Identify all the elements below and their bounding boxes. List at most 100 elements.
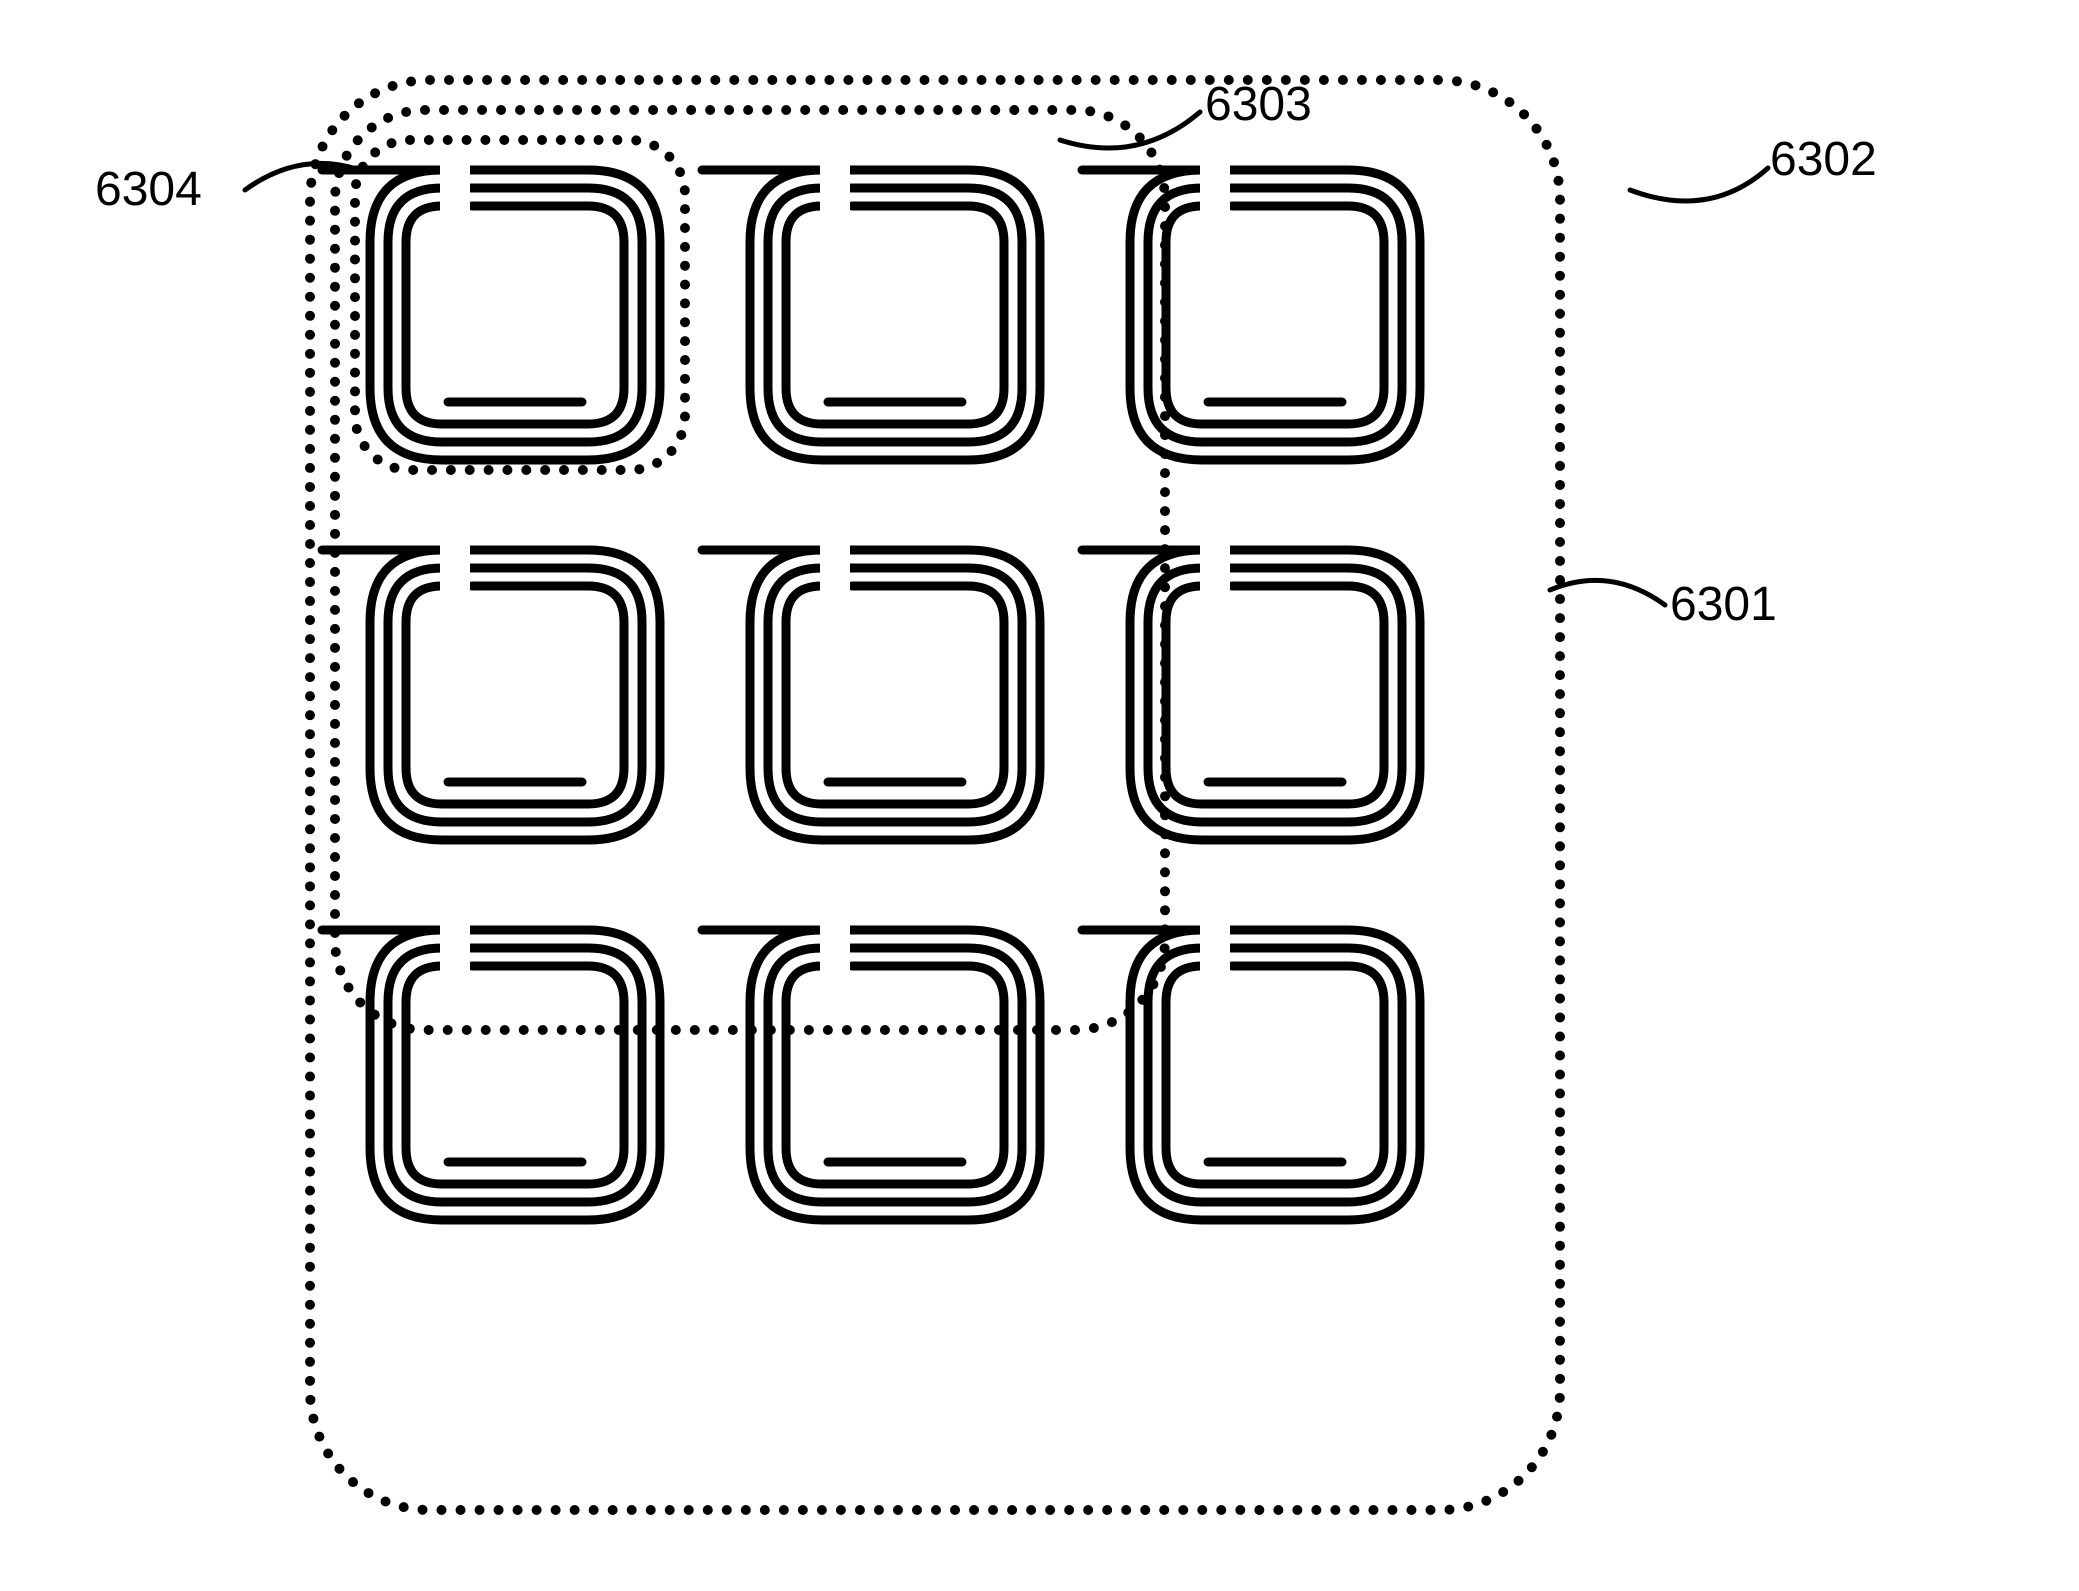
dot <box>330 301 340 311</box>
dot <box>931 1505 941 1515</box>
dot <box>1555 214 1565 224</box>
dot <box>1555 480 1565 490</box>
dot <box>1555 252 1565 262</box>
dot <box>1368 1505 1378 1515</box>
dot <box>350 386 360 396</box>
dot <box>520 75 530 85</box>
dot <box>1555 1089 1565 1099</box>
dot <box>1070 1025 1080 1035</box>
dot <box>305 254 315 264</box>
dot <box>1470 80 1480 90</box>
dot <box>350 198 360 208</box>
dot <box>1555 1127 1565 1137</box>
dot <box>515 105 525 115</box>
coil-gap-mask <box>440 925 470 936</box>
dot <box>553 105 563 115</box>
dot <box>1107 1017 1117 1027</box>
dot <box>305 463 315 473</box>
dot <box>838 105 848 115</box>
dot <box>424 1025 434 1035</box>
dot <box>334 1464 344 1474</box>
dot <box>591 105 601 115</box>
dot <box>330 206 340 216</box>
dot <box>634 75 644 85</box>
dot <box>1072 75 1082 85</box>
coil-gap-mask <box>820 165 850 176</box>
dot <box>648 105 658 115</box>
label-6301: 6301 <box>1670 578 1777 631</box>
dot <box>330 624 340 634</box>
dot <box>305 1091 315 1101</box>
dot <box>819 105 829 115</box>
dot <box>595 1025 605 1035</box>
coil-gap-mask <box>1200 183 1230 194</box>
dot <box>671 1025 681 1035</box>
dot <box>1555 765 1565 775</box>
dot <box>330 339 340 349</box>
coil-turn <box>406 586 624 804</box>
dot <box>370 147 380 157</box>
dot <box>408 465 418 475</box>
dot <box>305 349 315 359</box>
coil-gap-mask <box>440 961 470 972</box>
dot <box>556 135 566 145</box>
dot <box>330 776 340 786</box>
dot <box>350 368 360 378</box>
coil <box>322 545 660 841</box>
dot <box>576 1025 586 1035</box>
dot <box>988 1505 998 1515</box>
dot <box>305 1300 315 1310</box>
coil-turn <box>786 586 1004 804</box>
dot <box>305 957 315 967</box>
coil-turn <box>1166 206 1384 424</box>
dot <box>305 976 315 986</box>
dot <box>1538 1447 1548 1457</box>
dot <box>1197 1505 1207 1515</box>
dot <box>305 520 315 530</box>
dot <box>305 919 315 929</box>
dot <box>1555 537 1565 547</box>
coil-turn <box>406 206 624 424</box>
dot <box>1552 1412 1562 1422</box>
dot <box>331 947 341 957</box>
dot <box>499 135 509 145</box>
dot <box>680 242 690 252</box>
dot <box>305 368 315 378</box>
dot <box>305 1014 315 1024</box>
dot <box>1186 75 1196 85</box>
dot <box>1555 936 1565 946</box>
dot <box>1066 105 1076 115</box>
dot <box>680 298 690 308</box>
dot <box>956 1025 966 1035</box>
dot <box>577 75 587 85</box>
dot <box>950 1505 960 1515</box>
dot <box>305 824 315 834</box>
dot <box>1504 97 1514 107</box>
dot <box>1555 670 1565 680</box>
dot <box>1555 879 1565 889</box>
dot <box>1555 309 1565 319</box>
dot <box>305 387 315 397</box>
dot <box>1555 898 1565 908</box>
dot <box>649 141 659 151</box>
dot <box>1555 860 1565 870</box>
dot <box>843 75 853 85</box>
dot <box>919 75 929 85</box>
dot <box>1555 689 1565 699</box>
dot <box>305 292 315 302</box>
dot <box>900 75 910 85</box>
dot <box>330 681 340 691</box>
dot <box>1555 1279 1565 1289</box>
dot <box>646 1505 656 1515</box>
dot <box>330 529 340 539</box>
dot <box>305 235 315 245</box>
dot <box>824 75 834 85</box>
dot <box>1519 109 1529 119</box>
dot <box>342 151 352 161</box>
dot <box>340 111 350 121</box>
dot <box>418 1505 428 1515</box>
dot <box>675 167 685 177</box>
dot <box>305 710 315 720</box>
coil-gap-mask <box>1200 201 1230 212</box>
dot <box>350 349 360 359</box>
